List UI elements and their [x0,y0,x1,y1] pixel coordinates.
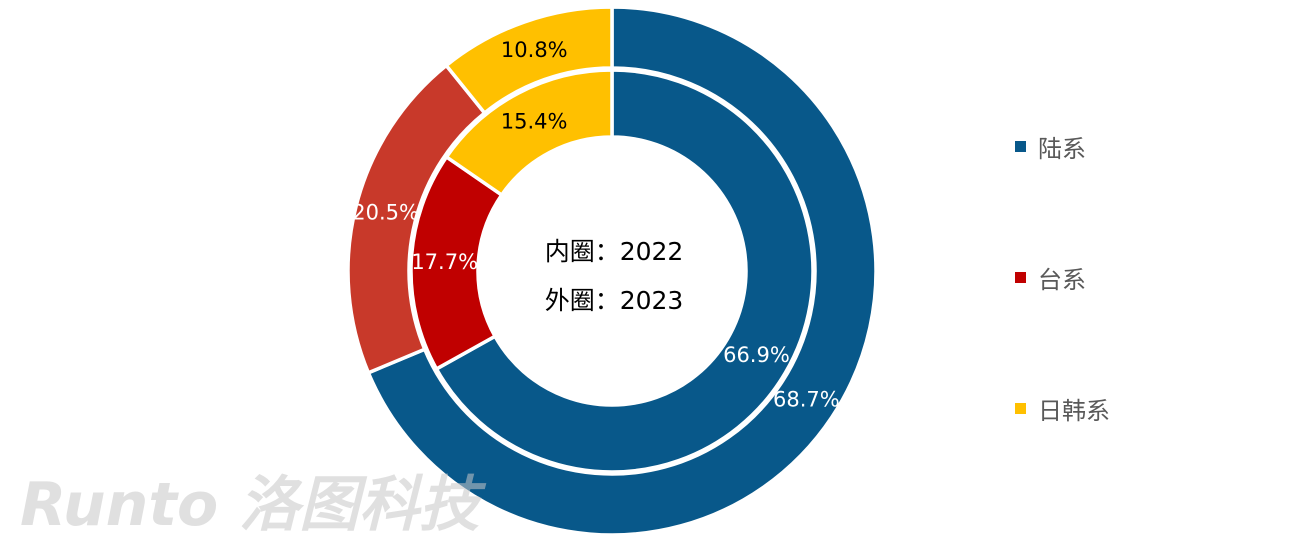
slice-outer-0 [366,5,878,537]
slice-inner-2 [444,68,614,198]
data-label-outer-2: 10.8% [501,38,568,62]
legend: 陆系 台系 日韩系 [1015,128,1110,521]
legend-label: 陆系 [1038,134,1086,163]
legend-label: 台系 [1038,265,1086,294]
data-label-outer-1: 20.5% [352,201,419,225]
data-label-inner-0: 66.9% [723,343,790,367]
watermark: Runto 洛图科技 [20,470,487,540]
data-label-inner-1: 17.7% [411,250,478,274]
legend-item: 日韩系 [1015,390,1110,426]
slice-inner-0 [434,68,815,474]
center-text-outer: 外圈：2023 [545,286,684,315]
legend-swatch [1015,271,1026,283]
legend-swatch [1015,402,1026,414]
legend-label: 日韩系 [1038,396,1110,425]
legend-item: 台系 [1015,259,1110,295]
legend-item: 陆系 [1015,128,1110,164]
center-text-inner: 内圈：2022 [545,237,684,266]
slice-outer-2 [443,5,614,116]
data-label-inner-2: 15.4% [501,110,568,134]
data-label-outer-0: 68.7% [773,387,840,411]
legend-swatch [1015,140,1026,152]
rings [346,5,878,537]
